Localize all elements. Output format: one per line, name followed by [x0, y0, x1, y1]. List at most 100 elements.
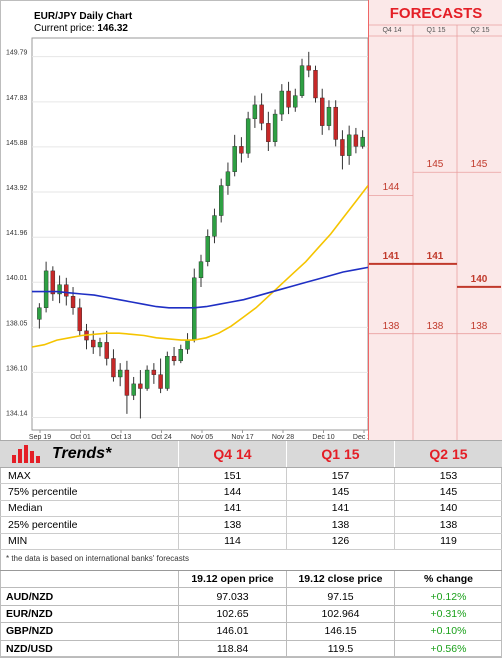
price-row: AUD/NZD 97.033 97.15 +0.12%	[0, 588, 502, 606]
forecast-level-value: 145	[470, 159, 488, 171]
y-tick-label: 136.10	[6, 365, 28, 372]
x-tick-label: Dec 10	[312, 434, 334, 440]
price-pair: GBP/NZD	[6, 625, 54, 638]
trends-cell: 126	[286, 533, 394, 549]
price-pair: NZD/USD	[6, 642, 53, 655]
trends-cell: 138	[286, 517, 394, 533]
forecast-col-q1: Q1 15	[426, 27, 446, 34]
candle-body	[252, 104, 258, 119]
price-header-open: 19.12 open price	[178, 571, 286, 588]
trends-col-q4: Q4 14	[178, 441, 286, 467]
candle-body	[205, 236, 210, 262]
candle-body	[279, 90, 285, 115]
candle-body	[158, 374, 163, 389]
trends-cell: 145	[286, 484, 394, 500]
price-change: +0.10%	[394, 623, 502, 640]
trends-body: MAX 151 157 153 75% percentile 144 145 145 Media…	[0, 468, 502, 550]
y-tick-label: 134.14	[6, 411, 28, 418]
trends-row-label: 25% percentile	[8, 518, 78, 531]
candle-body	[97, 342, 103, 348]
trends-row-label: 75% percentile	[8, 486, 78, 499]
forecast-level-value: 140	[470, 273, 488, 285]
price-open: 118.84	[178, 640, 286, 657]
candle-body	[178, 349, 183, 362]
candle-body	[117, 369, 123, 378]
current-price-label: Current price:	[34, 23, 95, 34]
candle-body	[111, 358, 116, 378]
candle-body	[138, 383, 143, 389]
price-row: NZD/USD 118.84 119.5 +0.56%	[0, 640, 502, 658]
footnote: * the data is based on international ban…	[6, 554, 189, 563]
x-tick-label: Nov 17	[231, 434, 253, 440]
trends-cell: 141	[286, 500, 394, 517]
price-row: EUR/NZD 102.65 102.964 +0.31%	[0, 605, 502, 624]
price-row: GBP/NZD 146.01 146.15 +0.10%	[0, 623, 502, 641]
bar-chart-icon	[12, 445, 40, 463]
candle-body	[326, 106, 332, 126]
ma-line-yellow	[31, 185, 369, 348]
candle-body	[57, 284, 62, 295]
y-tick-label: 140.01	[6, 275, 28, 282]
price-body: AUD/NZD 97.033 97.15 +0.12% EUR/NZD 102.65 102…	[0, 588, 502, 658]
candle-body	[91, 339, 96, 348]
forecast-panel: FORECASTS Q4 14 Q1 15 Q2 15 144 141 138 145…	[368, 0, 502, 440]
trends-cell: 157	[286, 468, 394, 484]
price-open: 102.65	[178, 605, 286, 623]
candle-body	[360, 136, 365, 147]
candle-body	[185, 339, 190, 350]
forecast-level-value: 144	[382, 182, 400, 194]
trends-row-label: MIN	[8, 535, 28, 548]
forecast-level-value: 145	[426, 159, 444, 171]
candle-body	[239, 146, 244, 154]
price-pair: EUR/NZD	[6, 607, 53, 620]
price-open: 146.01	[178, 623, 286, 640]
forecast-level-value: 138	[382, 320, 400, 332]
candle-body	[124, 369, 130, 396]
price-table: 19.12 open price 19.12 close price % cha…	[0, 570, 502, 658]
trends-row: 25% percentile 138 138 138	[0, 517, 502, 534]
price-change: +0.31%	[394, 605, 502, 623]
candle-body	[77, 307, 82, 332]
trends-cell: 144	[178, 484, 286, 500]
trends-cell: 138	[178, 517, 286, 533]
candle-body	[37, 307, 42, 320]
trends-header: Trends* Q4 14 Q1 15 Q2 15	[0, 440, 502, 468]
candle-body	[333, 106, 338, 140]
price-close: 146.15	[286, 623, 394, 640]
candle-body	[165, 356, 170, 389]
candle-body	[219, 185, 224, 216]
y-tick-label: 138.05	[6, 320, 28, 327]
x-tick-label: Oct 13	[111, 434, 132, 440]
trends-row: MAX 151 157 153	[0, 468, 502, 485]
current-price-value: 146.32	[97, 23, 128, 34]
candle-body	[346, 134, 352, 156]
candle-body	[320, 97, 325, 126]
price-header-close: 19.12 close price	[286, 571, 394, 588]
price-close: 102.964	[286, 605, 394, 623]
ma-line-blue	[32, 266, 369, 309]
trends-cell: 119	[394, 533, 502, 549]
x-tick-label: Nov 05	[191, 434, 213, 440]
x-tick-label: Oct 24	[151, 434, 172, 440]
candle-body	[353, 134, 359, 147]
price-change: +0.56%	[394, 640, 502, 657]
x-tick-label: Oct 01	[70, 434, 91, 440]
trends-cell: 141	[178, 500, 286, 517]
candle-body	[299, 65, 305, 96]
chart-title: EUR/JPY Daily Chart	[34, 11, 133, 22]
candle-body	[259, 104, 264, 124]
candle-body	[50, 270, 56, 295]
y-tick-label: 147.83	[6, 95, 28, 102]
candle-body	[171, 356, 177, 362]
candle-body	[70, 296, 76, 308]
candle-body	[151, 369, 157, 375]
trends-row-label: Median	[8, 502, 43, 515]
trends-cell: 140	[394, 500, 502, 517]
candle-body	[198, 261, 204, 279]
forecast-level-value: 141	[426, 250, 444, 262]
x-tick-label: Sep 19	[29, 434, 51, 440]
candle-body	[306, 65, 311, 71]
forecast-grid	[369, 24, 502, 440]
forecast-col-q2: Q2 15	[470, 27, 490, 34]
candle-body	[313, 70, 318, 99]
